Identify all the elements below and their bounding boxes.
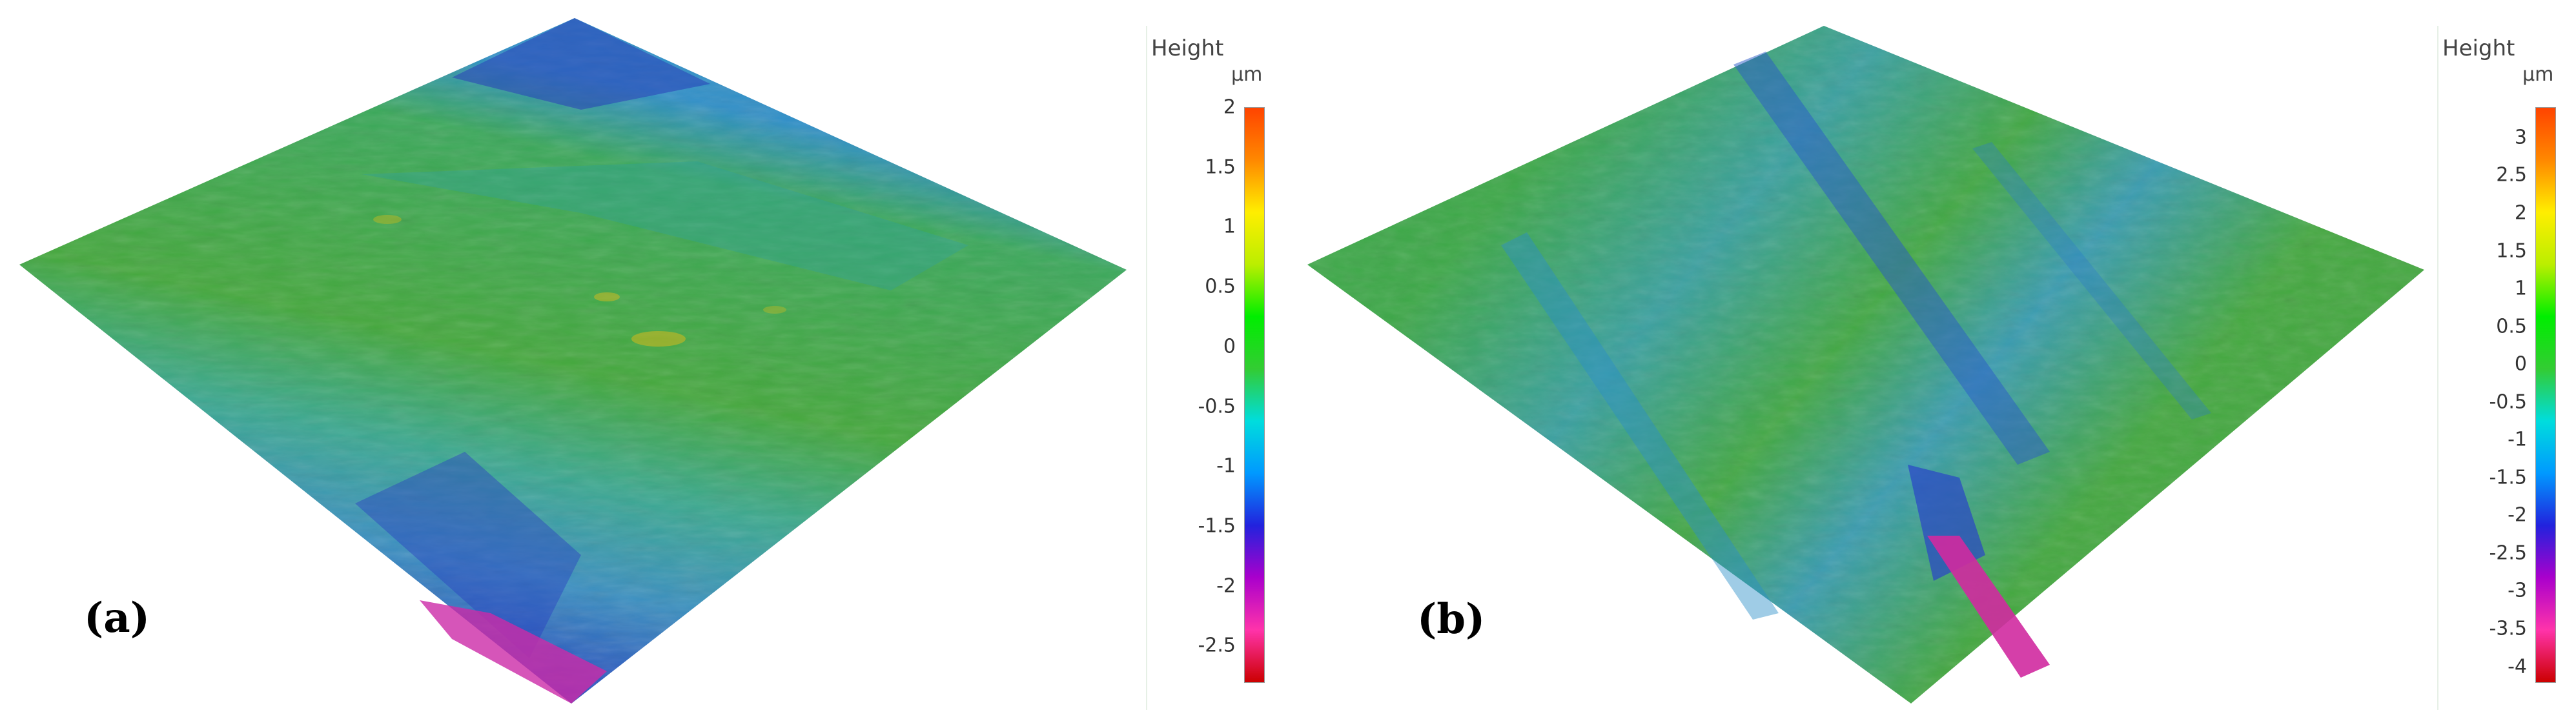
legend-tick: -0.5 [2489,390,2527,414]
panel-a: (a) Height µm 2 1.5 1 0.5 0 -0.5 -1 -1.5 -2 -2.5 [19,18,1265,710]
legend-tick: 0.5 [2496,315,2527,338]
colorbar [1244,107,1265,683]
pit-region [420,600,607,704]
legend-tick: 1.5 [1205,156,1236,179]
legend-tick: -1.5 [1198,514,1236,538]
legend-tick: -1 [2508,428,2527,451]
legend-tick: 0 [1223,335,1236,358]
legend-tick: -1.5 [2489,466,2527,489]
legend-title: Height [2442,35,2515,61]
height-legend: Height µm 3 2.5 2 1.5 1 0.5 0 -0.5 -1 -1.5 -2 -2.5 -… [2437,26,2576,710]
legend-tick: -1 [1216,454,1236,478]
low-region [452,18,710,110]
legend-tick: 1.5 [2496,239,2527,262]
legend-tick: -3 [2508,579,2527,602]
surface-3d-plot-b [1307,26,2424,704]
legend-tick: 1 [1223,215,1236,238]
legend-ticks: 2 1.5 1 0.5 0 -0.5 -1 -1.5 -2 -2.5 [1147,96,1241,682]
legend-tick: -2 [1216,574,1236,598]
legend-tick: 0 [2514,352,2527,376]
panel-label: (a) [84,594,150,642]
pit-region [1927,536,2050,678]
legend-tick: -2.5 [1198,634,1236,657]
scratch-line [1733,52,2050,465]
legend-tick: 2 [1223,96,1236,119]
legend-tick: -4 [2508,655,2527,678]
legend-tick: 3 [2514,126,2527,149]
scratch-line [1501,232,1779,620]
legend-tick: -0.5 [1198,395,1236,418]
legend-tick: -2 [2508,503,2527,527]
legend-tick: 1 [2514,277,2527,300]
legend-unit: µm [1231,63,1263,86]
legend-tick: -2.5 [2489,542,2527,565]
legend-unit: µm [2522,63,2554,86]
legend-title: Height [1151,35,1224,61]
legend-tick: 2 [2514,201,2527,225]
height-legend: Height µm 2 1.5 1 0.5 0 -0.5 -1 -1.5 -2 -2.5 [1146,26,1309,710]
legend-ticks: 3 2.5 2 1.5 1 0.5 0 -0.5 -1 -1.5 -2 -2.5 -3 -3.5 -4 [2438,107,2532,682]
colorbar [2535,107,2556,683]
legend-tick: 0.5 [1205,275,1236,298]
surface-3d-plot-a [19,18,1127,704]
legend-tick: -3.5 [2489,617,2527,640]
legend-tick: 2.5 [2496,163,2527,187]
panel-b: (b) Height µm 3 2.5 2 1.5 1 0.5 0 -0.5 -1 -1.5 -2 -… [1288,0,2576,719]
panel-label: (b) [1417,595,1486,643]
